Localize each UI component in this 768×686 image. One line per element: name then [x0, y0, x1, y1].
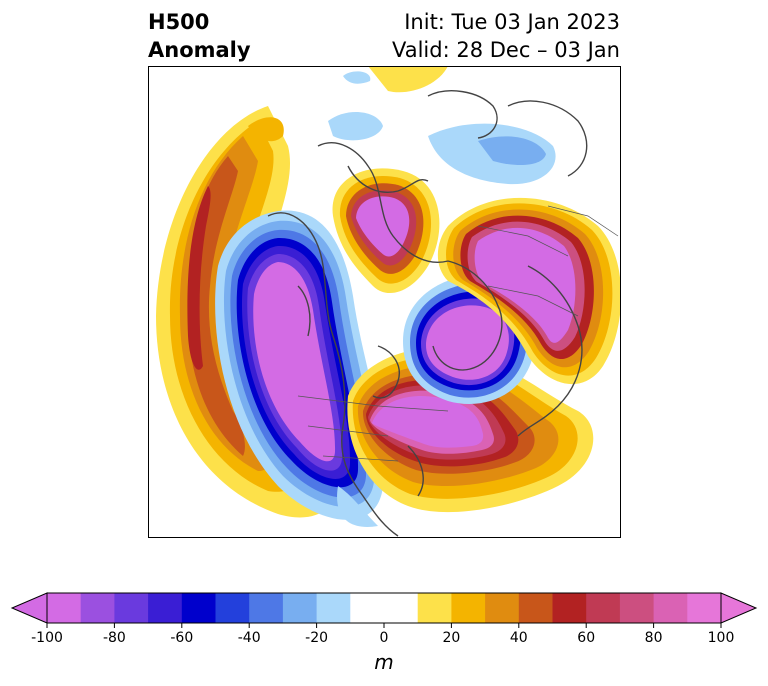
- title-right: Init: Tue 03 Jan 2023 Valid: 28 Dec – 03…: [392, 8, 620, 64]
- colorbar-cell: [215, 593, 250, 623]
- colorbar-cell: [687, 593, 722, 623]
- coastlines: [267, 90, 588, 537]
- colorbar-tick-label: 80: [645, 630, 663, 643]
- colorbar-tick-label: -20: [305, 630, 328, 643]
- colorbar-cell: [384, 593, 419, 623]
- colorbar-tick-label: -80: [103, 630, 126, 643]
- colorbar-extend-min: [10, 592, 48, 624]
- title-left: H500 Anomaly: [148, 8, 251, 64]
- title-valid: Valid: 28 Dec – 03 Jan: [391, 38, 620, 62]
- colorbar-cell: [249, 593, 284, 623]
- colorbar-tick-label: -100: [31, 630, 63, 643]
- colorbar-cell: [47, 593, 82, 623]
- arctic-weak-negative: [328, 71, 556, 185]
- colorbar-extend-max: [720, 592, 758, 624]
- colorbar-ticks: -100 -80 -60 -40 -20 0 20 40 60 80 100: [31, 623, 734, 643]
- colorbar-cell: [653, 593, 688, 623]
- title-type: Anomaly: [148, 38, 251, 62]
- colorbar-cell: [181, 593, 216, 623]
- colorbar-cell: [485, 593, 520, 623]
- colorbar-tick-label: -60: [170, 630, 193, 643]
- anomaly-map: [148, 66, 621, 538]
- title-init: Init: Tue 03 Jan 2023: [404, 10, 620, 34]
- western-north-america-trough: [215, 210, 384, 527]
- top-ridge: [248, 66, 448, 142]
- colorbar-cell: [552, 593, 587, 623]
- colorbar-cell: [417, 593, 452, 623]
- colorbar-cell: [316, 593, 351, 623]
- colorbar-cell: [80, 593, 115, 623]
- title-variable: H500: [148, 10, 210, 34]
- colorbar-tick-label: 40: [510, 630, 528, 643]
- colorbar-cell: [114, 593, 149, 623]
- colorbar-cell: [518, 593, 553, 623]
- colorbar-tick-label: 0: [380, 630, 389, 643]
- colorbar-tick-label: -40: [238, 630, 261, 643]
- colorbar-cell: [586, 593, 621, 623]
- map-frame: [148, 66, 621, 538]
- colorbar-cell: [350, 593, 385, 623]
- colorbar-tick-label: 100: [708, 630, 735, 643]
- borders: [297, 205, 619, 462]
- greenland-ridge: [332, 168, 440, 294]
- europe-ridge: [437, 197, 621, 384]
- colorbar-cell: [282, 593, 318, 623]
- colorbar-unit-label: m: [374, 650, 394, 674]
- colorbar-cell: [451, 593, 486, 623]
- colorbar-cell: [148, 593, 183, 623]
- colorbar-tick-label: 60: [577, 630, 595, 643]
- colorbar-tick-label: 20: [442, 630, 460, 643]
- colorbar-cell: [619, 593, 655, 623]
- colorbar-cells: [10, 592, 758, 624]
- colorbar: -100 -80 -60 -40 -20 0 20 40 60 80 100: [10, 592, 758, 643]
